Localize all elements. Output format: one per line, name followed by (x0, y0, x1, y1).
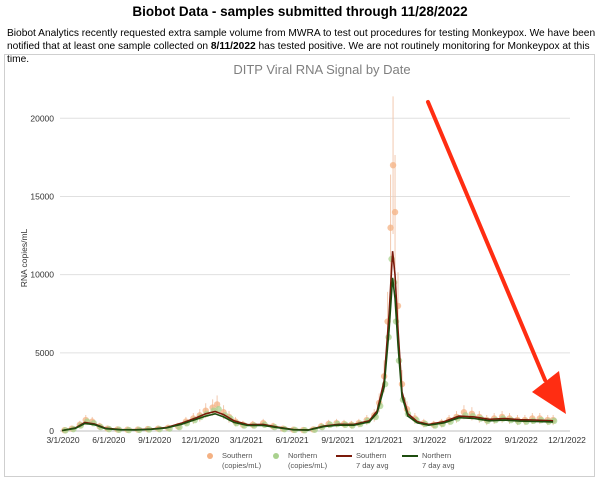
data-point (389, 161, 397, 169)
red-arrow-annotation (426, 100, 566, 414)
data-point (215, 405, 222, 413)
x-tick-label: 12/1/2022 (548, 435, 586, 445)
series-line (61, 251, 554, 432)
intro-text-part-2: has tested positive. We are not routinel… (7, 41, 590, 65)
legend: Southern(copies/mL)Northern(copies/mL)So… (207, 451, 455, 470)
legend-label: (copies/mL) (222, 461, 262, 470)
intro-date: 8/11/2022 (210, 41, 256, 52)
x-tick-label: 12/1/2021 (365, 435, 403, 445)
y-tick-label: 0 (49, 426, 54, 436)
legend-marker (207, 453, 213, 459)
y-tick-labels: 0 5000 10000 15000 20000 (30, 113, 54, 436)
data-point (387, 224, 394, 231)
x-tick-label: 6/1/2021 (276, 435, 309, 445)
gridlines (60, 117, 570, 432)
legend-label: Northern (288, 451, 317, 460)
chart-title: DITP Viral RNA Signal by Date (233, 62, 410, 77)
chart-frame (4, 54, 595, 477)
legend-label: Southern (222, 451, 252, 460)
arrow-shaft (426, 100, 547, 382)
y-tick-label: 10000 (30, 270, 54, 280)
legend-label: Southern (356, 451, 386, 460)
x-tick-label: 3/1/2022 (413, 435, 446, 445)
series-line (61, 277, 554, 432)
y-tick-label: 20000 (30, 113, 54, 123)
x-tick-label: 3/1/2021 (230, 435, 263, 445)
x-tick-label: 3/1/2020 (46, 435, 79, 445)
legend-label: 7 day avg (422, 461, 455, 470)
x-tick-label: 9/1/2020 (138, 435, 171, 445)
x-tick-labels: 3/1/2020 6/1/2020 9/1/2020 12/1/2020 3/1/202… (46, 435, 586, 445)
error-bars (63, 96, 554, 431)
legend-label: 7 day avg (356, 461, 389, 470)
y-tick-label: 5000 (35, 348, 54, 358)
arrow-head (532, 371, 566, 414)
avg-lines (61, 251, 554, 432)
x-tick-label: 6/1/2022 (459, 435, 492, 445)
x-tick-label: 12/1/2020 (182, 435, 220, 445)
y-axis-label: RNA copies/mL (19, 228, 29, 287)
legend-label: Northern (422, 451, 451, 460)
y-tick-label: 15000 (30, 191, 54, 201)
legend-label: (copies/mL) (288, 461, 328, 470)
intro-text: Biobot Analytics recently requested extr… (7, 27, 597, 66)
x-tick-label: 9/1/2022 (505, 435, 538, 445)
page-title: Biobot Data - samples submitted through … (132, 4, 468, 19)
x-tick-label: 6/1/2020 (92, 435, 125, 445)
intro-text-part-1: Biobot Analytics recently requested extr… (7, 28, 596, 52)
data-point (391, 208, 399, 216)
legend-marker (273, 453, 279, 459)
data-points (61, 161, 558, 434)
x-tick-label: 9/1/2021 (321, 435, 354, 445)
